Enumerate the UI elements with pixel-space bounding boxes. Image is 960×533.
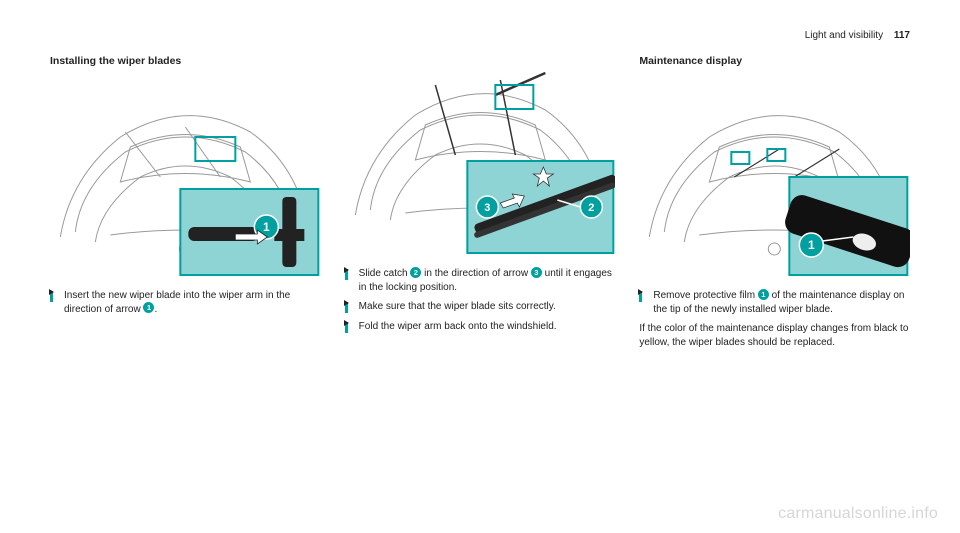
step-marker-icon bbox=[639, 289, 647, 303]
figure-install-2: 3 2 bbox=[345, 55, 616, 255]
callout-3-icon: 3 bbox=[531, 267, 542, 278]
figure-install-1: 1 bbox=[50, 77, 321, 277]
page-number: 117 bbox=[894, 30, 910, 41]
watermark: carmanualsonline.info bbox=[778, 505, 938, 523]
step-marker-icon bbox=[345, 320, 353, 334]
column-1: Installing the wiper blades bbox=[50, 55, 321, 349]
callout-2-icon: 2 bbox=[410, 267, 421, 278]
step-marker-icon bbox=[345, 300, 353, 314]
step-text: Make sure that the wiper blade sits corr… bbox=[359, 300, 616, 314]
step-insert-blade: Insert the new wiper blade into the wipe… bbox=[50, 289, 321, 316]
step-check-seat: Make sure that the wiper blade sits corr… bbox=[345, 300, 616, 314]
install-title: Installing the wiper blades bbox=[50, 55, 321, 67]
step-text: Fold the wiper arm back onto the windshi… bbox=[359, 320, 616, 334]
maintenance-note: If the color of the maintenance display … bbox=[639, 322, 910, 349]
callout-1-icon: 1 bbox=[143, 302, 154, 313]
svg-text:1: 1 bbox=[808, 238, 815, 252]
step-text: Insert the new wiper blade into the wipe… bbox=[64, 289, 321, 316]
section-label: Light and visibility bbox=[805, 30, 883, 41]
callout-1-icon: 1 bbox=[758, 289, 769, 300]
step-slide-catch: Slide catch 2 in the direction of arrow … bbox=[345, 267, 616, 294]
step-remove-film: Remove protective film 1 of the maintena… bbox=[639, 289, 910, 316]
svg-text:3: 3 bbox=[484, 202, 490, 214]
maintenance-title: Maintenance display bbox=[639, 55, 910, 67]
page-header: Light and visibility 117 bbox=[50, 30, 910, 41]
figure-maintenance: 1 bbox=[639, 77, 910, 277]
step-fold-arm: Fold the wiper arm back onto the windshi… bbox=[345, 320, 616, 334]
column-2: 3 2 Slide catch 2 in the direction of ar… bbox=[345, 55, 616, 349]
column-3: Maintenance display bbox=[639, 55, 910, 349]
svg-text:1: 1 bbox=[263, 220, 270, 234]
step-text: Remove protective film 1 of the maintena… bbox=[653, 289, 910, 316]
step-marker-icon bbox=[50, 289, 58, 303]
svg-text:2: 2 bbox=[588, 202, 594, 214]
step-text: Slide catch 2 in the direction of arrow … bbox=[359, 267, 616, 294]
step-marker-icon bbox=[345, 267, 353, 281]
